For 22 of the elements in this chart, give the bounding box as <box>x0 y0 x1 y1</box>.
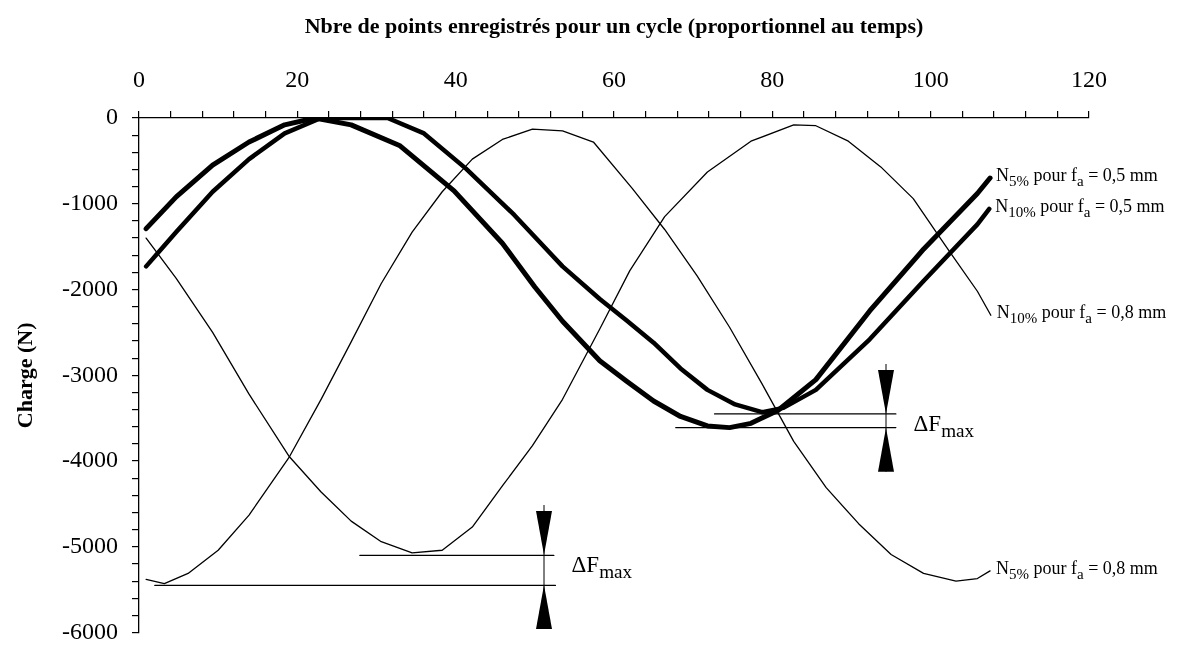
x-tick-label: 20 <box>285 65 310 92</box>
annotation: ΔF$_{max}$ <box>571 551 633 584</box>
x-tick-label: 80 <box>760 65 785 92</box>
x-tick-label: 120 <box>1071 65 1107 92</box>
series-label: N$_{5%}$ pour f$_{a}$ = 0,8 mm <box>996 557 1158 584</box>
x-tick-label: 0 <box>133 65 145 92</box>
y-tick-label: -4000 <box>62 446 118 473</box>
y-tick-label: -5000 <box>62 532 118 559</box>
y-tick-label: -1000 <box>62 189 118 216</box>
series-label: N$_{10%}$ pour f$_{a}$ = 0,5 mm <box>995 195 1165 222</box>
annotation: ΔF$_{max}$ <box>913 409 975 443</box>
x-tick-label: 40 <box>443 65 468 92</box>
y-axis-title: Charge (N) <box>11 322 37 429</box>
x-axis-title: Nbre de points enregistrés pour un cycle (proportionnel au temps) <box>304 12 924 38</box>
y-tick-label: -2000 <box>62 274 118 301</box>
series-label: N$_{5%}$ pour f$_{a}$ = 0,5 mm <box>996 164 1158 191</box>
x-tick-label: 100 <box>912 65 949 92</box>
y-tick-label: 0 <box>106 103 118 130</box>
series-label: N$_{10%}$ pour f$_{a}$ = 0,8 mm <box>996 301 1167 329</box>
y-tick-label: -6000 <box>62 617 118 644</box>
y-tick-label: -3000 <box>62 360 118 387</box>
x-tick-label: 60 <box>602 65 626 92</box>
